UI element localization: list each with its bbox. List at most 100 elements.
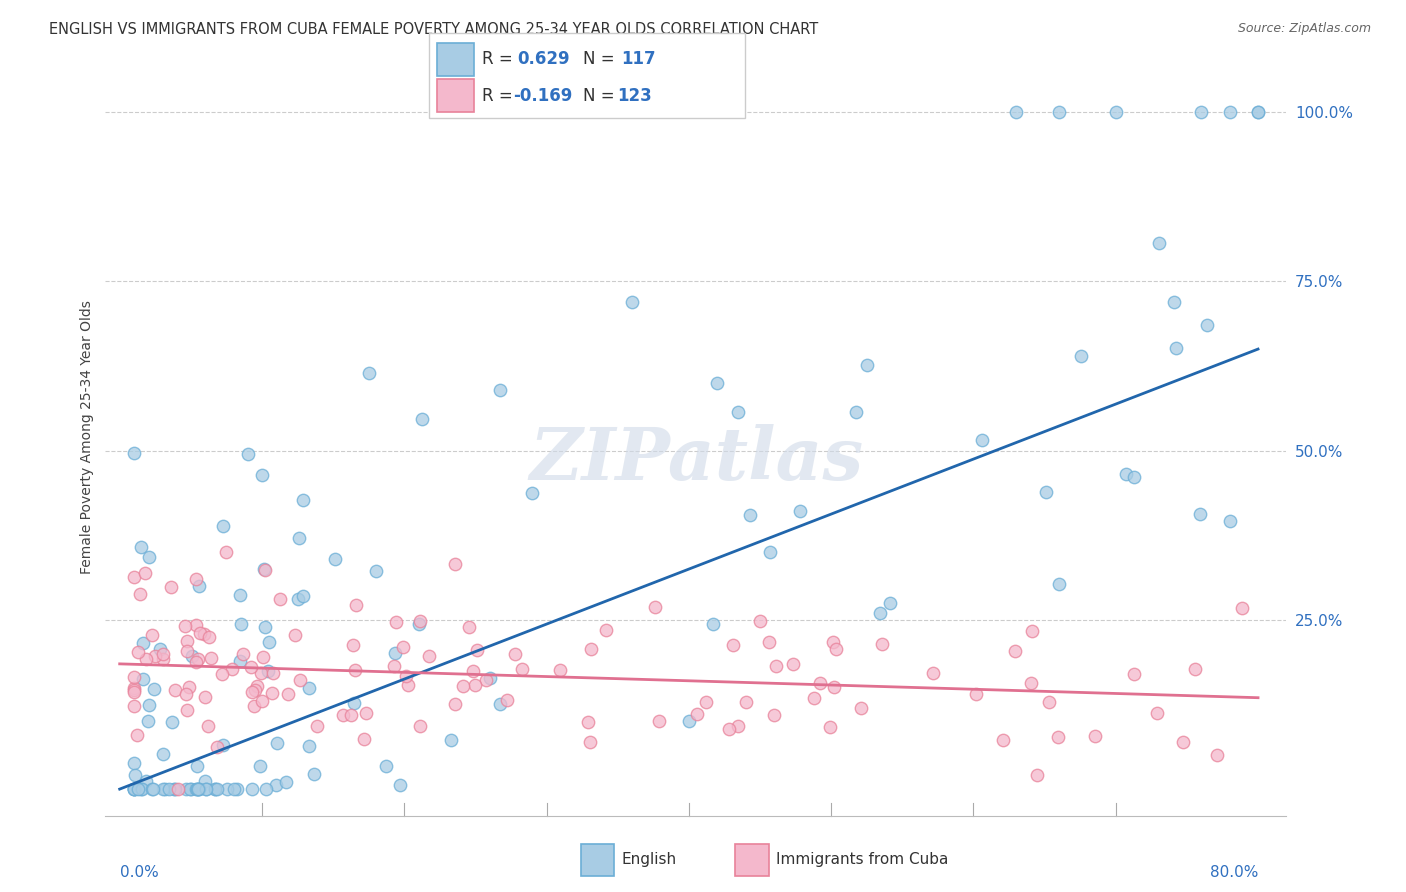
Point [759,545,782,559]
Point [187,652,209,666]
Point [141,628,163,642]
Point [152,647,174,661]
Text: 0.0%: 0.0% [120,865,159,880]
Point [496,693,519,707]
Point [1247,105,1270,120]
Point [344,598,367,612]
Point [143,648,166,663]
Point [356,706,378,721]
Point [395,668,418,682]
Point [353,731,375,746]
Point [991,733,1014,747]
Point [418,648,440,663]
Point [134,566,156,580]
Point [276,774,298,789]
Point [1189,105,1212,120]
Point [463,664,485,678]
Point [184,655,207,669]
Point [1230,601,1253,615]
Point [122,682,145,697]
Point [176,634,198,648]
Point [439,733,461,747]
Point [366,564,388,578]
Point [465,643,488,657]
Point [153,782,176,797]
Point [727,405,749,419]
Point [758,635,780,649]
Point [122,782,145,797]
Point [1147,235,1170,250]
Point [398,678,420,692]
Point [266,778,288,792]
Point [1219,105,1241,120]
Point [359,367,381,381]
Point [818,720,841,734]
Point [1105,105,1128,120]
Point [252,649,274,664]
Point [307,719,329,733]
Point [253,563,276,577]
Point [243,699,266,714]
Text: N =: N = [583,87,620,105]
Point [122,756,145,771]
Point [138,698,160,713]
Point [291,493,314,508]
Point [782,657,804,672]
Point [1206,748,1229,763]
Point [162,782,184,797]
Point [184,617,207,632]
Point [382,658,405,673]
Point [856,358,879,372]
Point [122,685,145,699]
Point [252,562,274,576]
Point [520,486,543,500]
Point [132,636,155,650]
Text: -0.169: -0.169 [513,87,572,105]
Point [1004,643,1026,657]
Point [138,549,160,564]
Point [384,646,406,660]
Text: Source: ZipAtlas.com: Source: ZipAtlas.com [1237,22,1371,36]
Point [174,687,197,701]
Point [176,644,198,658]
Point [298,681,321,696]
Point [579,641,602,656]
Point [1021,624,1043,639]
Point [870,637,893,651]
Text: 0.629: 0.629 [517,50,569,69]
Point [252,467,274,482]
Point [180,648,202,663]
Point [1184,662,1206,676]
Point [195,782,218,797]
Point [135,774,157,789]
Point [1197,318,1219,333]
Point [332,708,354,723]
Point [488,384,510,398]
Point [157,782,180,797]
Point [648,714,671,728]
Point [225,782,247,797]
Point [1047,577,1070,591]
Point [122,782,145,797]
Point [204,782,226,797]
Point [409,614,432,628]
Point [254,782,277,797]
Point [765,659,787,673]
Point [186,782,208,797]
Point [160,580,183,594]
Point [149,641,172,656]
Point [122,699,145,714]
Point [266,736,288,750]
Point [179,782,201,797]
Text: ENGLISH VS IMMIGRANTS FROM CUBA FEMALE POVERTY AMONG 25-34 YEAR OLDS CORRELATION: ENGLISH VS IMMIGRANTS FROM CUBA FEMALE P… [49,22,818,37]
Point [204,782,226,797]
Point [284,628,307,642]
Point [343,696,366,710]
Point [229,588,252,602]
Point [257,634,280,648]
Point [188,782,211,797]
Point [221,663,243,677]
Point [340,707,363,722]
Point [186,758,208,772]
Point [163,782,186,797]
